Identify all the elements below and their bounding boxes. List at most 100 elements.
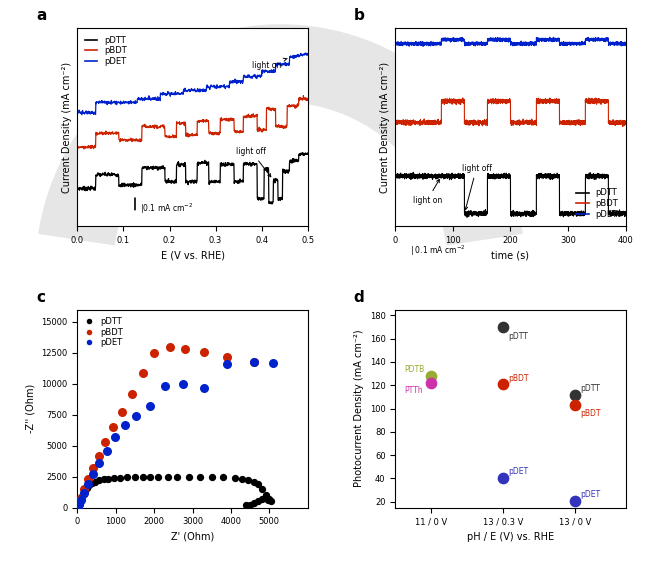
Point [261,491,271,500]
Point [206,472,217,481]
Point [570,390,580,399]
Point [94,451,104,460]
Point [184,472,194,481]
Point [74,501,84,510]
Point [222,359,232,368]
Point [80,486,90,495]
Point [119,420,130,429]
Point [498,323,508,332]
Point [195,472,205,481]
Y-axis label: Current Density (mA cm⁻²): Current Density (mA cm⁻²) [380,61,390,193]
Point [79,484,90,494]
Point [263,495,273,504]
Point [160,382,170,391]
Point [243,475,253,484]
Point [263,496,273,505]
Point [77,492,88,501]
Point [131,412,141,421]
Text: pDET: pDET [580,490,600,499]
Point [74,499,84,508]
Point [88,464,98,473]
Point [241,501,252,510]
Text: pDTT: pDTT [508,332,528,341]
Point [130,473,140,482]
Point [163,472,173,481]
Text: pBDT: pBDT [508,373,529,382]
Point [253,497,263,506]
Point [98,475,108,484]
Text: c: c [36,289,45,305]
Point [149,349,159,358]
Point [108,422,118,431]
X-axis label: Z' (Ohm): Z' (Ohm) [171,532,214,542]
Point [145,472,155,481]
Point [249,357,259,366]
Text: PTTh: PTTh [404,386,422,395]
Point [82,483,92,492]
Text: pBDT: pBDT [580,408,600,417]
Point [76,495,86,504]
Point [122,473,132,482]
Point [199,383,209,392]
Point [249,477,259,486]
X-axis label: pH / E (V) vs. RHE: pH / E (V) vs. RHE [467,532,554,542]
Point [84,481,94,490]
Text: PDTB: PDTB [404,365,424,374]
Text: pDTT: pDTT [580,384,600,393]
Point [76,495,86,504]
Point [76,493,86,502]
Point [245,500,255,509]
Point [253,479,263,488]
Text: pDET: pDET [508,467,528,476]
Point [94,476,104,485]
Point [116,408,126,417]
Point [73,502,83,511]
Text: b: b [354,8,364,23]
Y-axis label: Photocurrent Density (mA cm⁻²): Photocurrent Density (mA cm⁻²) [354,330,364,487]
Point [79,488,90,497]
Point [237,474,248,483]
Point [110,433,120,442]
Point [426,378,437,387]
Point [199,347,209,356]
Point [426,372,437,381]
Text: |0.1 mA cm$^{-2}$: |0.1 mA cm$^{-2}$ [139,202,193,216]
Point [114,473,124,482]
Point [94,459,104,468]
Point [103,474,114,483]
Point [101,446,112,455]
Point [180,345,190,354]
Text: light off: light off [236,147,271,177]
Point [73,502,83,511]
Y-axis label: Current Density (mA cm⁻²): Current Density (mA cm⁻²) [62,61,72,193]
Point [178,379,188,388]
Text: | 0.1 mA cm$^{-2}$: | 0.1 mA cm$^{-2}$ [410,244,466,258]
Point [87,478,97,487]
Legend: pDTT, pBDT, pDET: pDTT, pBDT, pDET [81,32,130,69]
Point [570,496,580,505]
Legend: pDTT, pBDT, pDET: pDTT, pBDT, pDET [81,314,126,351]
Point [249,499,259,508]
Point [230,473,240,482]
Point [268,358,279,367]
Point [153,472,163,481]
Point [498,474,508,483]
Point [164,342,175,351]
Point [75,497,86,506]
Point [144,402,155,411]
Legend: pDTT, pBDT, pDET: pDTT, pBDT, pDET [573,185,622,222]
Point [74,500,84,509]
Point [257,495,267,504]
Point [257,484,267,494]
Point [222,352,232,361]
Point [127,389,137,398]
Y-axis label: -Z'' (Ohm): -Z'' (Ohm) [26,384,36,433]
PathPatch shape [38,24,523,245]
X-axis label: time (s): time (s) [491,250,530,261]
Point [90,477,100,486]
Point [109,473,119,482]
Point [100,438,110,447]
Point [570,400,580,409]
X-axis label: E (V vs. RHE): E (V vs. RHE) [161,250,224,261]
Text: a: a [36,8,46,23]
